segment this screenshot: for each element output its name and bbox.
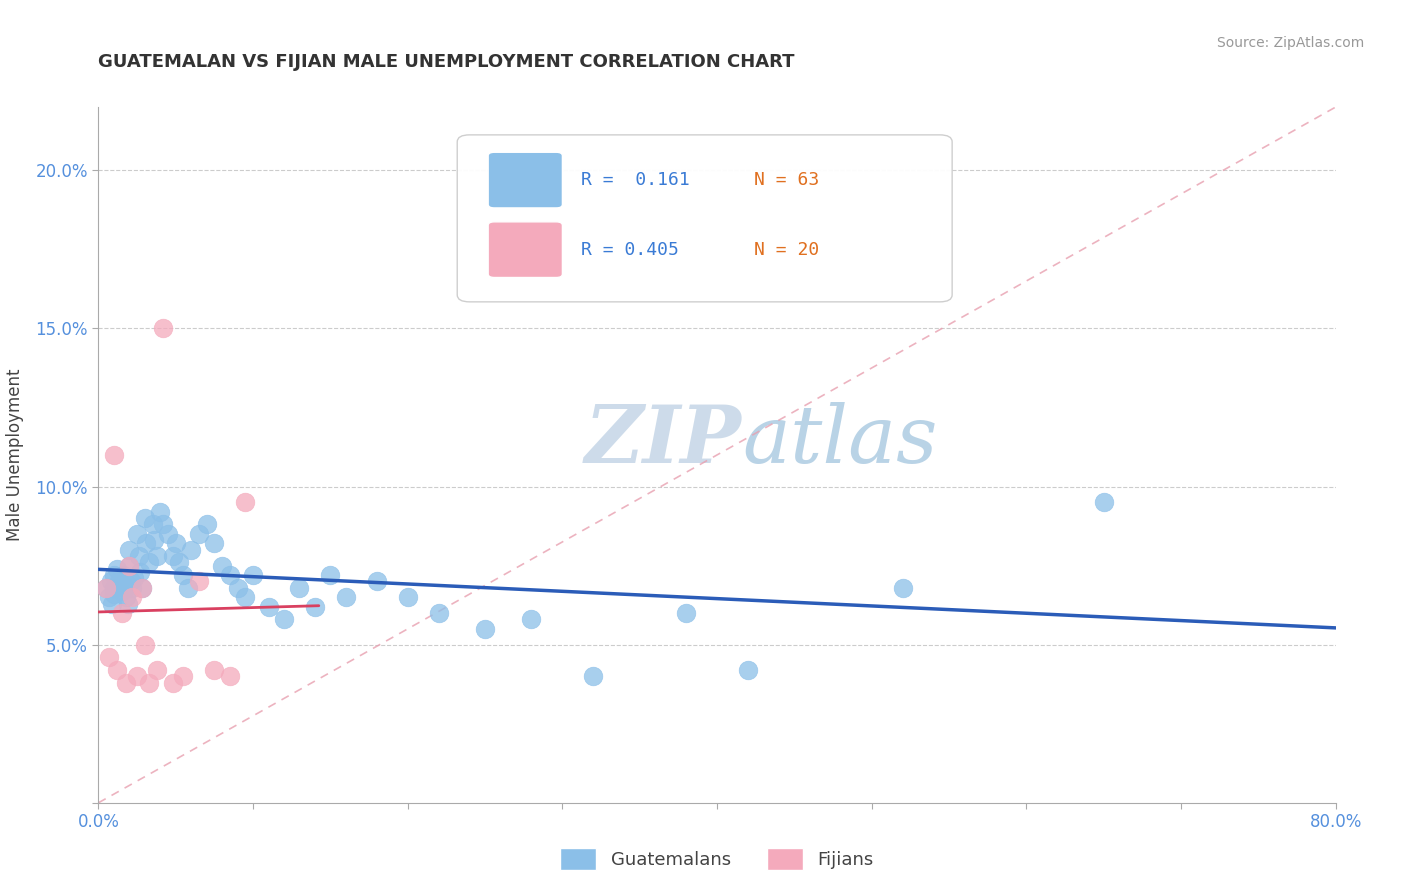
Point (122, 571, 145, 585)
Point (242, 568, 264, 582)
Point (115, 591, 138, 605)
Point (127, 669, 149, 683)
Point (121, 581, 143, 595)
Point (103, 587, 125, 601)
Point (288, 581, 311, 595)
Point (111, 606, 132, 620)
Point (105, 562, 128, 576)
Point (96, 581, 118, 595)
Point (366, 574, 388, 589)
Point (118, 558, 141, 573)
Text: GUATEMALAN VS FIJIAN MALE UNEMPLOYMENT CORRELATION CHART: GUATEMALAN VS FIJIAN MALE UNEMPLOYMENT C… (98, 54, 794, 71)
Point (204, 663, 226, 677)
Point (257, 599, 280, 614)
Text: Source: ZipAtlas.com: Source: ZipAtlas.com (1216, 36, 1364, 50)
Point (131, 581, 153, 595)
Point (233, 591, 257, 605)
Point (188, 527, 211, 541)
Point (127, 527, 149, 541)
Point (96, 581, 118, 595)
Point (129, 565, 152, 579)
Point (219, 568, 242, 582)
Point (128, 549, 150, 563)
Point (118, 542, 141, 557)
Point (107, 574, 129, 589)
Text: R =  0.161: R = 0.161 (581, 171, 690, 189)
Point (121, 591, 143, 605)
Point (111, 577, 132, 591)
Point (1092, 495, 1115, 509)
Point (520, 612, 543, 626)
Point (162, 549, 184, 563)
Point (118, 558, 141, 573)
Point (135, 536, 157, 550)
Point (211, 558, 233, 573)
Point (149, 505, 172, 519)
Point (100, 574, 122, 589)
Point (582, 669, 605, 683)
Point (131, 581, 153, 595)
Point (146, 549, 169, 563)
Point (138, 675, 160, 690)
Point (319, 568, 342, 582)
Point (115, 675, 138, 690)
Point (112, 568, 135, 582)
FancyBboxPatch shape (488, 153, 562, 208)
Point (157, 527, 180, 541)
Text: ZIP: ZIP (585, 402, 742, 480)
Point (167, 556, 190, 570)
Point (101, 597, 124, 611)
Point (180, 542, 202, 557)
Y-axis label: Male Unemployment: Male Unemployment (7, 368, 24, 541)
Point (143, 533, 166, 548)
Point (226, 581, 249, 595)
Point (146, 663, 169, 677)
Point (152, 517, 174, 532)
Point (103, 448, 125, 462)
Point (195, 517, 218, 532)
Point (138, 556, 160, 570)
Point (105, 663, 128, 677)
Text: N = 20: N = 20 (754, 241, 820, 259)
Point (204, 536, 226, 550)
Point (304, 599, 326, 614)
Point (165, 536, 187, 550)
Point (114, 581, 136, 595)
Point (474, 622, 496, 636)
Point (737, 663, 759, 677)
Point (427, 606, 450, 620)
Point (152, 321, 174, 335)
Point (98, 650, 121, 665)
Point (172, 669, 194, 683)
Point (219, 669, 242, 683)
Point (396, 591, 419, 605)
Text: atlas: atlas (742, 402, 938, 480)
Point (162, 675, 184, 690)
Text: R = 0.405: R = 0.405 (581, 241, 679, 259)
FancyBboxPatch shape (488, 222, 562, 277)
Point (335, 591, 357, 605)
Point (675, 606, 697, 620)
Legend: Guatemalans, Fijians: Guatemalans, Fijians (553, 841, 882, 877)
Point (273, 612, 295, 626)
Point (188, 574, 211, 589)
Point (103, 568, 125, 582)
Point (134, 511, 156, 525)
Point (177, 581, 200, 595)
Point (120, 574, 142, 589)
Text: N = 63: N = 63 (754, 171, 820, 189)
Point (117, 597, 139, 611)
Point (141, 517, 165, 532)
Point (111, 583, 132, 598)
Point (233, 495, 257, 509)
Point (891, 581, 914, 595)
Point (103, 581, 125, 595)
Point (172, 568, 194, 582)
FancyBboxPatch shape (457, 135, 952, 301)
Point (134, 638, 156, 652)
Point (98, 591, 121, 605)
